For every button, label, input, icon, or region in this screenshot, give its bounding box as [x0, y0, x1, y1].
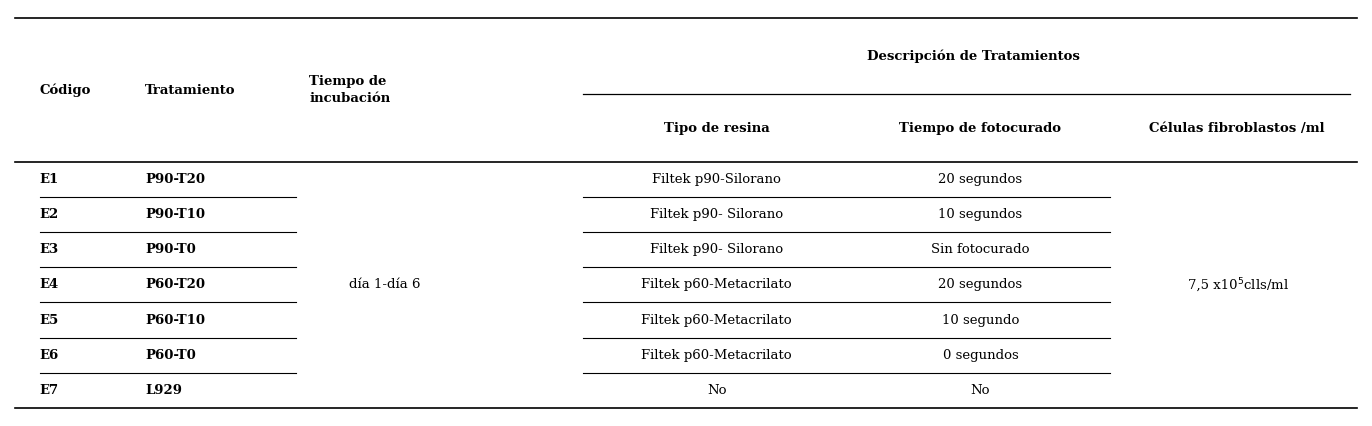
Text: Filtek p90- Silorano: Filtek p90- Silorano	[650, 243, 783, 256]
Text: Código: Código	[40, 83, 91, 97]
Text: No: No	[707, 384, 727, 397]
Text: Filtek p60-Metacrilato: Filtek p60-Metacrilato	[642, 348, 792, 362]
Text: E3: E3	[40, 243, 59, 256]
Text: Filtek p90- Silorano: Filtek p90- Silorano	[650, 208, 783, 222]
Text: Filtek p90-Silorano: Filtek p90-Silorano	[652, 173, 781, 186]
Text: Sin fotocurado: Sin fotocurado	[932, 243, 1029, 256]
Text: 0 segundos: 0 segundos	[943, 348, 1018, 362]
Text: P60-T10: P60-T10	[145, 314, 206, 326]
Text: Filtek p60-Metacrilato: Filtek p60-Metacrilato	[642, 279, 792, 291]
Text: No: No	[970, 384, 991, 397]
Text: Células fibroblastos /ml: Células fibroblastos /ml	[1150, 122, 1325, 135]
Text: 20 segundos: 20 segundos	[938, 173, 1022, 186]
Text: P60-T0: P60-T0	[145, 348, 196, 362]
Text: 10 segundo: 10 segundo	[941, 314, 1019, 326]
Text: E1: E1	[40, 173, 59, 186]
Text: E7: E7	[40, 384, 59, 397]
Text: P90-T20: P90-T20	[145, 173, 206, 186]
Text: E4: E4	[40, 279, 59, 291]
Text: Tipo de resina: Tipo de resina	[664, 122, 770, 135]
Text: P60-T20: P60-T20	[145, 279, 206, 291]
Text: Tiempo de fotocurado: Tiempo de fotocurado	[900, 122, 1062, 135]
Text: L929: L929	[145, 384, 182, 397]
Text: P90-T0: P90-T0	[145, 243, 196, 256]
Text: Tratamiento: Tratamiento	[145, 84, 236, 97]
Text: 10 segundos: 10 segundos	[938, 208, 1022, 222]
Text: E6: E6	[40, 348, 59, 362]
Text: $^5$clls/ml: $^5$clls/ml	[1238, 276, 1290, 294]
Text: Tiempo de
incubación: Tiempo de incubación	[310, 75, 391, 105]
Text: Filtek p60-Metacrilato: Filtek p60-Metacrilato	[642, 314, 792, 326]
Text: 20 segundos: 20 segundos	[938, 279, 1022, 291]
Text: Descripción de Tratamientos: Descripción de Tratamientos	[867, 50, 1080, 63]
Text: E2: E2	[40, 208, 59, 222]
Text: P90-T10: P90-T10	[145, 208, 206, 222]
Text: 7,5 x10: 7,5 x10	[1188, 279, 1238, 291]
Text: día 1-día 6: día 1-día 6	[348, 279, 421, 291]
Text: E5: E5	[40, 314, 59, 326]
